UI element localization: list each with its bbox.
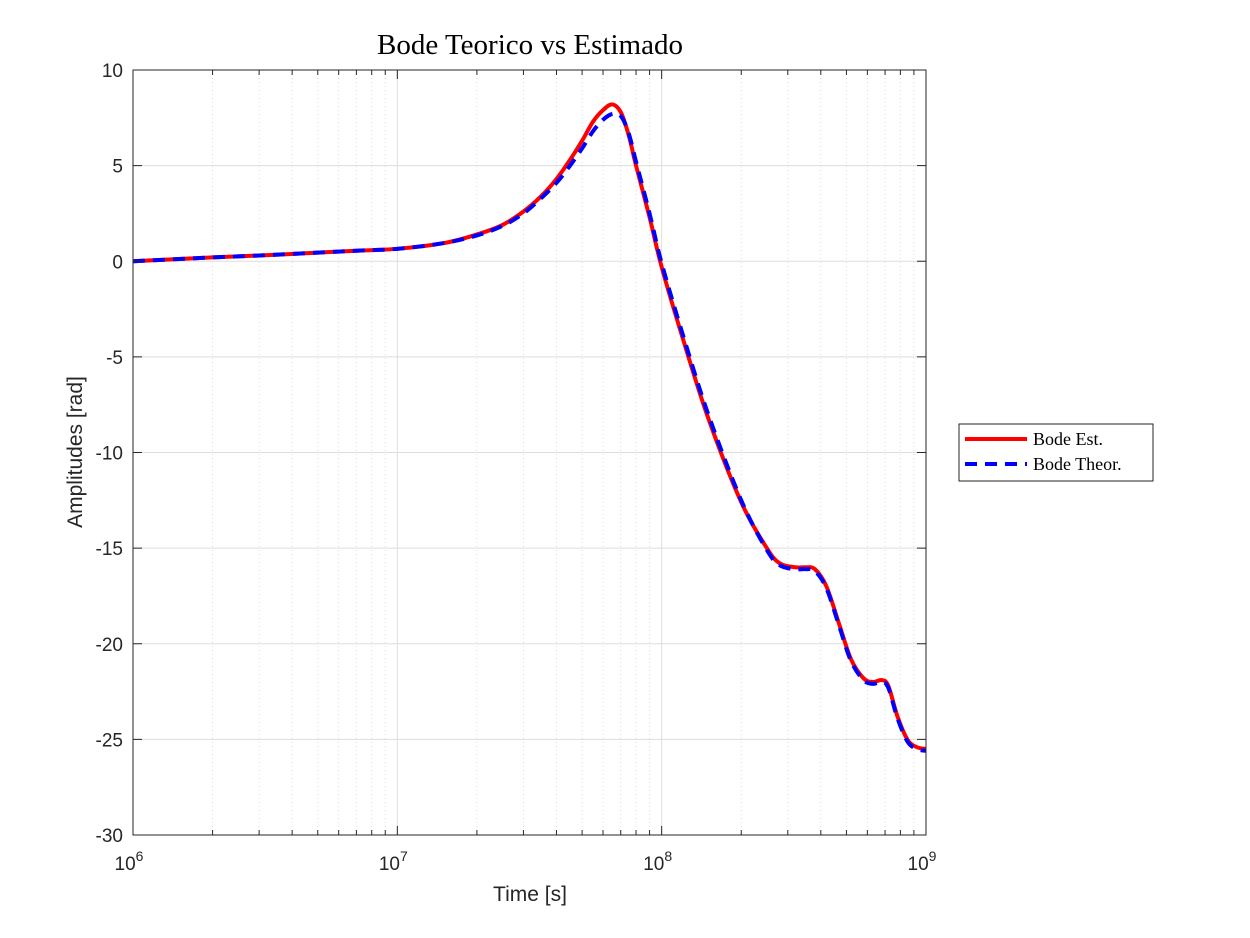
y-tick-label: -20 [96,635,123,656]
legend-box [958,423,1154,482]
axis-ticks [132,69,927,836]
series-line-bode-est [132,102,927,751]
y-tick-labels: 10 5 0 -5 -10 -15 -20 -25 -30 [96,61,123,847]
legend: Bode Est. Bode Theor. [958,423,1154,482]
chart-title: Bode Teorico vs Estimado [377,29,683,61]
x-tick-label: 109 [908,848,937,875]
y-tick-label: 5 [112,157,123,178]
y-tick-label: -5 [106,348,123,369]
y-axis-label: Amplitudes [rad] [64,376,87,528]
legend-label-est: Bode Est. [1033,429,1103,449]
y-tick-label: 0 [112,252,123,273]
y-tick-label: -15 [96,539,123,560]
series-line-bode-theor [132,111,927,753]
x-tick-label: 108 [643,848,672,875]
series-layer [132,102,927,753]
y-tick-label: -10 [96,444,123,465]
x-tick-labels: 106 107 108 109 [115,848,937,875]
legend-label-theor: Bode Theor. [1033,454,1122,474]
x-axis-label: Time [s] [493,883,567,906]
x-tick-label: 106 [115,848,144,875]
y-tick-label: 10 [102,61,123,82]
y-tick-label: -25 [96,730,123,751]
y-tick-label: -30 [96,826,123,847]
x-tick-label: 107 [379,848,408,875]
